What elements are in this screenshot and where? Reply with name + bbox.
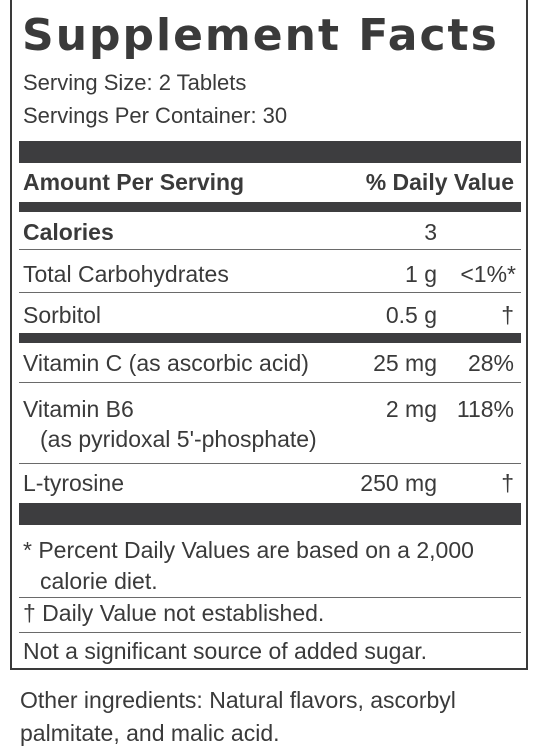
row-carbs-name: Total Carbohydrates	[23, 261, 229, 287]
footnote-percent-daily-value: * Percent Daily Values are based on a 2,…	[23, 537, 474, 563]
serving-size: Serving Size: 2 Tablets	[23, 70, 247, 95]
other-ingredients: Other ingredients: Natural flavors, asco…	[20, 687, 456, 746]
divider	[19, 382, 521, 383]
row-l-tyrosine-amount: 250 mg	[360, 470, 437, 496]
supplement-facts-panel	[10, 0, 528, 670]
row-sorbitol-name: Sorbitol	[23, 302, 101, 328]
row-calories-amount: 3	[424, 219, 437, 245]
panel-title: Supplement Facts	[22, 10, 499, 61]
servings-per-container: Servings Per Container: 30	[23, 103, 288, 128]
divider	[19, 597, 521, 598]
row-calories-name: Calories	[23, 219, 114, 245]
footnote-calorie-diet: calorie diet.	[40, 568, 158, 594]
row-vitamin-c-name: Vitamin C (as ascorbic acid)	[23, 350, 309, 376]
row-vitamin-b6-source: (as pyridoxal 5'-phosphate)	[40, 426, 317, 452]
row-sorbitol-dv: †	[501, 302, 514, 328]
row-carbs-dv: <1%*	[460, 261, 516, 287]
row-vitamin-c-dv: 28%	[467, 350, 514, 376]
row-vitamin-c-amount: 25 mg	[373, 350, 437, 376]
amount-per-serving-header: Amount Per Serving	[23, 169, 245, 195]
divider	[19, 632, 521, 633]
divider	[19, 292, 521, 293]
footnote-added-sugar: Not a significant source of added sugar.	[23, 638, 428, 664]
medium-bar	[19, 202, 521, 212]
daily-value-header: % Daily Value	[365, 169, 514, 195]
footnote-dagger: † Daily Value not established.	[23, 600, 325, 626]
row-vitamin-b6-dv: 118%	[456, 396, 514, 422]
row-sorbitol-amount: 0.5 g	[385, 302, 437, 328]
row-vitamin-b6-name: Vitamin B6	[23, 396, 134, 422]
thick-bar-bottom	[19, 503, 521, 525]
divider	[19, 249, 521, 250]
row-vitamin-b6-amount: 2 mg	[385, 396, 437, 422]
row-carbs-amount: 1 g	[405, 261, 437, 287]
row-l-tyrosine-dv: †	[501, 470, 514, 496]
divider	[19, 463, 521, 464]
thick-bar-top	[19, 141, 521, 163]
row-l-tyrosine-name: L-tyrosine	[23, 470, 124, 496]
medium-bar	[19, 333, 521, 343]
